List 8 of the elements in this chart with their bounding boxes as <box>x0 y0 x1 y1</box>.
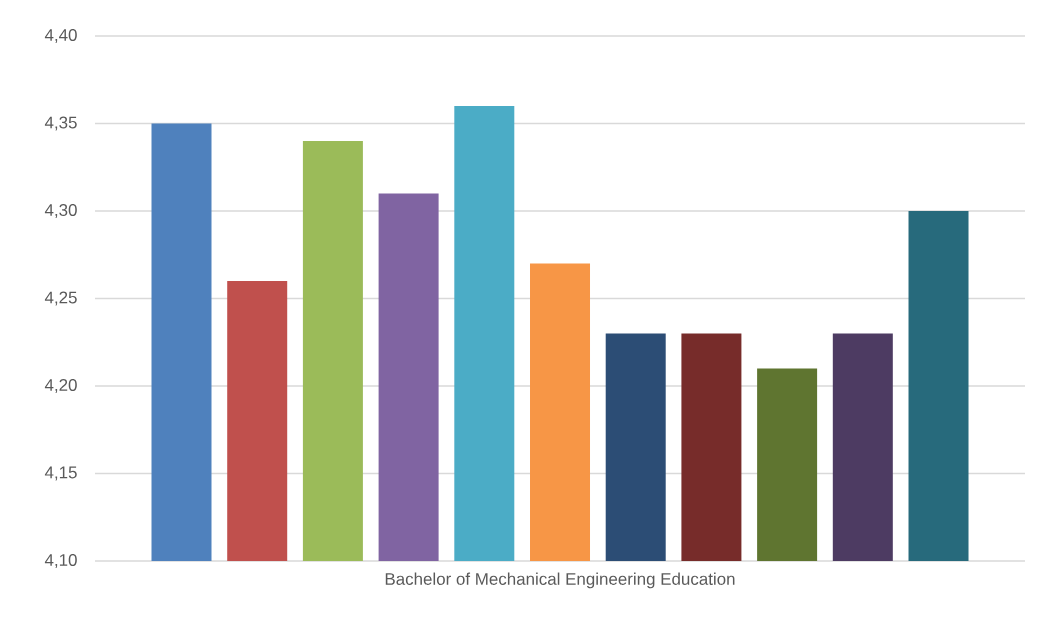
y-tick-label: 4,20 <box>44 379 77 393</box>
y-tick-label: 4,25 <box>44 291 77 306</box>
x-tick-label: Bachelor of Mechanical Engineering Education <box>385 572 735 589</box>
y-tick-label: 4,40 <box>44 28 77 43</box>
y-tick-label: 4,30 <box>44 204 77 218</box>
y-tick-label: 4,15 <box>44 466 77 481</box>
y-tick-label: 4,35 <box>44 116 77 131</box>
y-tick-label: 4,10 <box>44 554 77 568</box>
